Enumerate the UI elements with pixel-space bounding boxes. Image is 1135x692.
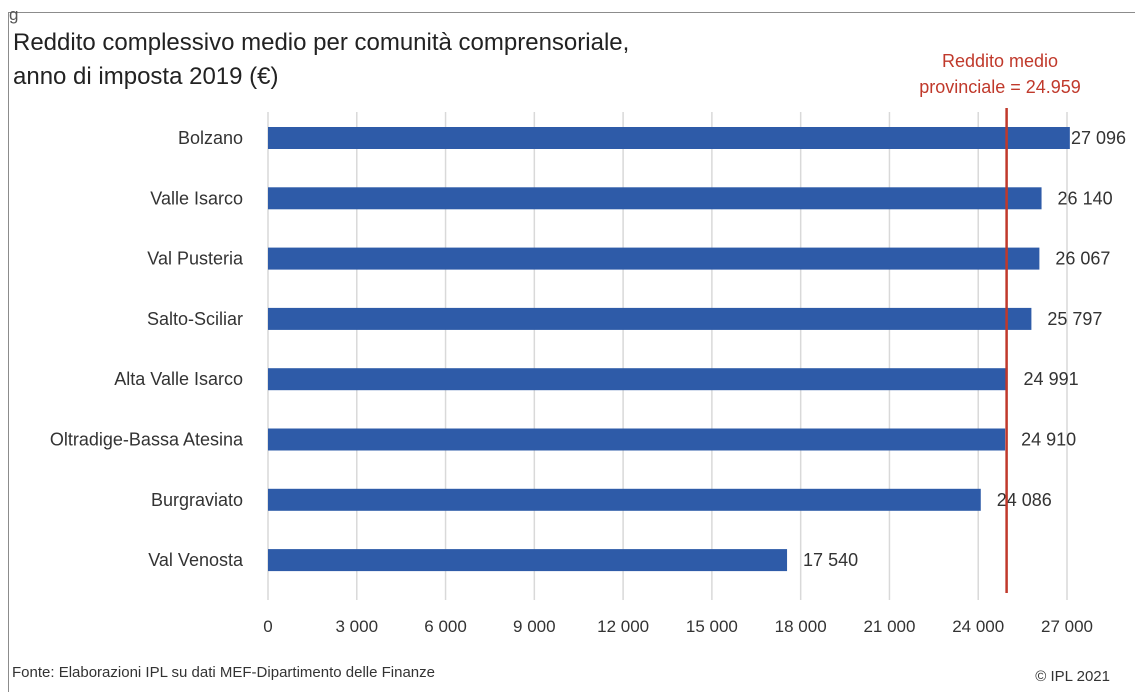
x-tick-label: 6 000 bbox=[424, 617, 467, 636]
bar bbox=[268, 307, 1032, 330]
bar bbox=[268, 549, 788, 572]
chart-title-line-1: Reddito complessivo medio per comunità c… bbox=[13, 29, 630, 56]
value-label: 25 797 bbox=[1047, 309, 1102, 329]
value-label: 26 067 bbox=[1055, 249, 1110, 269]
category-label: Val Venosta bbox=[148, 550, 244, 570]
value-label: 24 086 bbox=[997, 490, 1052, 510]
category-label: Val Pusteria bbox=[147, 249, 244, 269]
category-label: Oltradige-Bassa Atesina bbox=[50, 430, 244, 450]
x-tick-label: 15 000 bbox=[686, 617, 738, 636]
x-tick-label: 27 000 bbox=[1041, 617, 1093, 636]
x-tick-label: 3 000 bbox=[336, 617, 379, 636]
x-tick-label: 12 000 bbox=[597, 617, 649, 636]
category-label: Bolzano bbox=[178, 128, 243, 148]
bar bbox=[268, 247, 1040, 270]
chart-title: Reddito complessivo medio per comunità c… bbox=[13, 26, 629, 94]
x-tick-label: 24 000 bbox=[952, 617, 1004, 636]
bar bbox=[268, 368, 1008, 391]
x-tick-label: 21 000 bbox=[863, 617, 915, 636]
category-label: Burgraviato bbox=[151, 490, 243, 510]
corner-mark: g bbox=[9, 5, 19, 24]
value-label: 24 910 bbox=[1021, 430, 1076, 450]
value-label: 24 991 bbox=[1024, 369, 1079, 389]
reference-label-line-1: Reddito medio bbox=[941, 51, 1059, 71]
x-tick-label: 0 bbox=[263, 617, 272, 636]
source-note: Fonte: Elaborazioni IPL su dati MEF-Dipa… bbox=[12, 664, 435, 681]
copyright-note: © IPL 2021 bbox=[1035, 668, 1110, 685]
x-tick-label: 9 000 bbox=[513, 617, 556, 636]
chart-title-line-2: anno di imposta 2019 (€) bbox=[13, 63, 279, 90]
category-label: Valle Isarco bbox=[150, 188, 243, 208]
category-label: Salto-Sciliar bbox=[147, 309, 243, 329]
value-label: 17 540 bbox=[803, 550, 858, 570]
x-tick-label: 18 000 bbox=[775, 617, 827, 636]
bar bbox=[268, 127, 1070, 149]
reference-label-line-2: provinciale = 24.959 bbox=[919, 77, 1081, 97]
category-label: Alta Valle Isarco bbox=[114, 369, 243, 389]
chart-frame: g bbox=[8, 5, 1135, 692]
bar bbox=[268, 488, 981, 511]
bar bbox=[268, 187, 1042, 210]
bar bbox=[268, 428, 1006, 451]
value-label: 27 096 bbox=[1071, 128, 1126, 148]
reference-line-label: Reddito medio provinciale = 24.959 bbox=[880, 48, 1120, 100]
value-label: 26 140 bbox=[1058, 188, 1113, 208]
